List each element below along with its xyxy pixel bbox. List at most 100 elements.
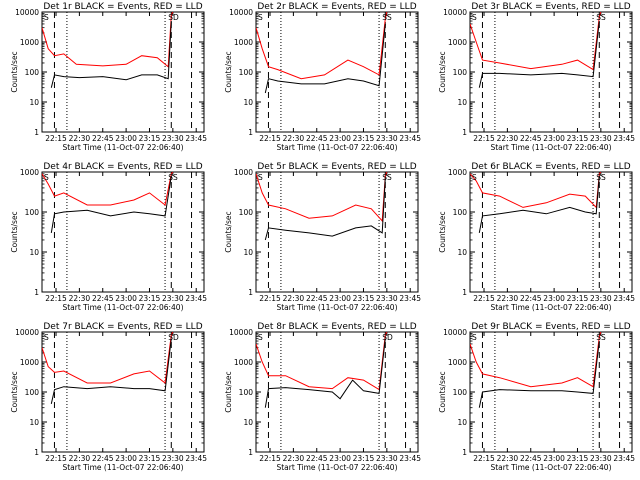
- x-tick-label: 22:45: [92, 454, 114, 463]
- y-tick-label: 1000: [448, 168, 467, 177]
- x-tick-label: 23:45: [613, 134, 635, 143]
- x-tick-label: 23:30: [376, 294, 398, 303]
- y-axis-label: Counts/sec: [438, 211, 447, 252]
- x-tick-label: 23:00: [543, 294, 565, 303]
- event-marker-start: S: [258, 333, 263, 342]
- x-tick-label: 22:15: [259, 454, 281, 463]
- y-tick-label: 10: [243, 98, 253, 107]
- x-tick-label: 22:15: [45, 134, 67, 143]
- y-tick-label: 1000: [20, 38, 39, 47]
- x-tick-label: 23:15: [567, 134, 589, 143]
- y-tick-label: 1: [462, 128, 467, 137]
- plot-frame: [255, 331, 419, 453]
- plot-frame: [469, 171, 633, 293]
- x-tick-label: 23:15: [567, 454, 589, 463]
- x-tick-label: 22:45: [520, 454, 542, 463]
- lld-series-line: [256, 172, 388, 223]
- chart-panel-2: Det 2r BLACK = Events, RED = LLD 1 10 100 10…: [224, 2, 421, 152]
- event-marker-end: SS: [596, 173, 606, 182]
- x-tick-label: 22:30: [283, 294, 305, 303]
- x-tick-label: 22:45: [306, 454, 328, 463]
- x-axis-label: Start Time (11-Oct-07 22:06:40): [62, 303, 183, 312]
- x-tick-label: 23:45: [613, 294, 635, 303]
- x-tick-label: 23:15: [353, 454, 375, 463]
- y-tick-label: 1000: [234, 358, 253, 367]
- y-axis-label: Counts/sec: [10, 51, 19, 92]
- x-tick-label: 23:00: [115, 454, 137, 463]
- event-marker-end: SS: [596, 333, 606, 342]
- events-series-line: [478, 340, 600, 408]
- y-tick-label: 1: [462, 448, 467, 457]
- chart-title: Det 7r BLACK = Events, RED = LLD: [43, 322, 202, 332]
- x-tick-label: 23:45: [399, 454, 421, 463]
- plot-frame: [255, 11, 419, 133]
- x-axis-label: Start Time (11-Oct-07 22:06:40): [62, 143, 183, 152]
- x-tick-label: 22:15: [45, 454, 67, 463]
- x-tick-label: 22:30: [69, 134, 91, 143]
- event-marker-end: SS: [168, 173, 178, 182]
- plot-frame: [41, 11, 205, 133]
- x-tick-label: 23:45: [613, 454, 635, 463]
- y-tick-label: 100: [25, 388, 40, 397]
- x-tick-label: 23:00: [543, 454, 565, 463]
- chart-panel-4: Det 4r BLACK = Events, RED = LLD 1 10 100 10…: [10, 162, 207, 312]
- x-tick-label: 23:45: [185, 454, 207, 463]
- chart-panel-6: Det 6r BLACK = Events, RED = LLD 1 10 100 10…: [438, 162, 635, 312]
- y-tick-label: 100: [453, 388, 468, 397]
- x-tick-label: 23:30: [162, 454, 184, 463]
- x-axis-label: Start Time (11-Oct-07 22:06:40): [276, 303, 397, 312]
- plot-frame: [41, 171, 205, 293]
- y-tick-label: 100: [25, 208, 40, 217]
- y-tick-label: 10: [457, 248, 467, 257]
- event-marker-start: S: [44, 13, 49, 22]
- x-tick-label: 22:45: [520, 294, 542, 303]
- x-tick-label: 22:15: [259, 294, 281, 303]
- y-tick-label: 1000: [234, 168, 253, 177]
- x-tick-label: 23:15: [353, 134, 375, 143]
- y-tick-label: 10000: [15, 328, 39, 337]
- event-marker-start: S: [258, 13, 263, 22]
- events-series-line: [50, 338, 172, 405]
- x-tick-label: 23:45: [399, 134, 421, 143]
- event-marker-start: S: [44, 333, 49, 342]
- y-tick-label: 1000: [234, 38, 253, 47]
- y-tick-label: 100: [239, 68, 254, 77]
- y-tick-label: 10: [457, 98, 467, 107]
- plot-frame: [255, 171, 419, 293]
- y-tick-label: 1: [34, 288, 39, 297]
- x-tick-label: 23:00: [329, 454, 351, 463]
- x-tick-label: 23:45: [399, 294, 421, 303]
- events-series-line: [264, 338, 386, 408]
- y-tick-label: 100: [239, 208, 254, 217]
- y-tick-label: 10000: [229, 328, 253, 337]
- x-tick-label: 23:30: [590, 294, 612, 303]
- chart-title: Det 9r BLACK = Events, RED = LLD: [471, 322, 630, 332]
- x-tick-label: 23:15: [139, 134, 161, 143]
- event-marker-start: S: [472, 13, 477, 22]
- lld-series-line: [256, 332, 388, 391]
- event-marker-end: SS: [382, 173, 392, 182]
- y-tick-label: 1000: [448, 38, 467, 47]
- event-marker-end: SD: [168, 333, 179, 342]
- chart-panel-8: Det 8r BLACK = Events, RED = LLD 1 10 100 10…: [224, 322, 421, 472]
- y-axis-label: Counts/sec: [438, 51, 447, 92]
- chart-title: Det 3r BLACK = Events, RED = LLD: [471, 2, 630, 12]
- chart-panel-7: Det 7r BLACK = Events, RED = LLD 1 10 100 10…: [10, 322, 207, 472]
- x-tick-label: 23:30: [376, 454, 398, 463]
- events-series-line: [478, 20, 600, 88]
- x-tick-label: 22:30: [283, 454, 305, 463]
- chart-title: Det 2r BLACK = Events, RED = LLD: [257, 2, 416, 12]
- x-axis-label: Start Time (11-Oct-07 22:06:40): [276, 143, 397, 152]
- lld-series-line: [470, 172, 602, 209]
- chart-panel-1: Det 1r BLACK = Events, RED = LLD 1 10 100 10…: [10, 2, 207, 152]
- event-marker-end: SS: [596, 13, 606, 22]
- lld-series-line: [42, 172, 174, 206]
- y-tick-label: 100: [453, 208, 468, 217]
- plot-frame: [469, 331, 633, 453]
- y-axis-label: Counts/sec: [10, 371, 19, 412]
- y-tick-label: 1: [248, 288, 253, 297]
- event-marker-end: SS: [382, 13, 392, 22]
- y-axis-label: Counts/sec: [438, 371, 447, 412]
- y-tick-label: 10000: [15, 8, 39, 17]
- x-axis-label: Start Time (11-Oct-07 22:06:40): [490, 303, 611, 312]
